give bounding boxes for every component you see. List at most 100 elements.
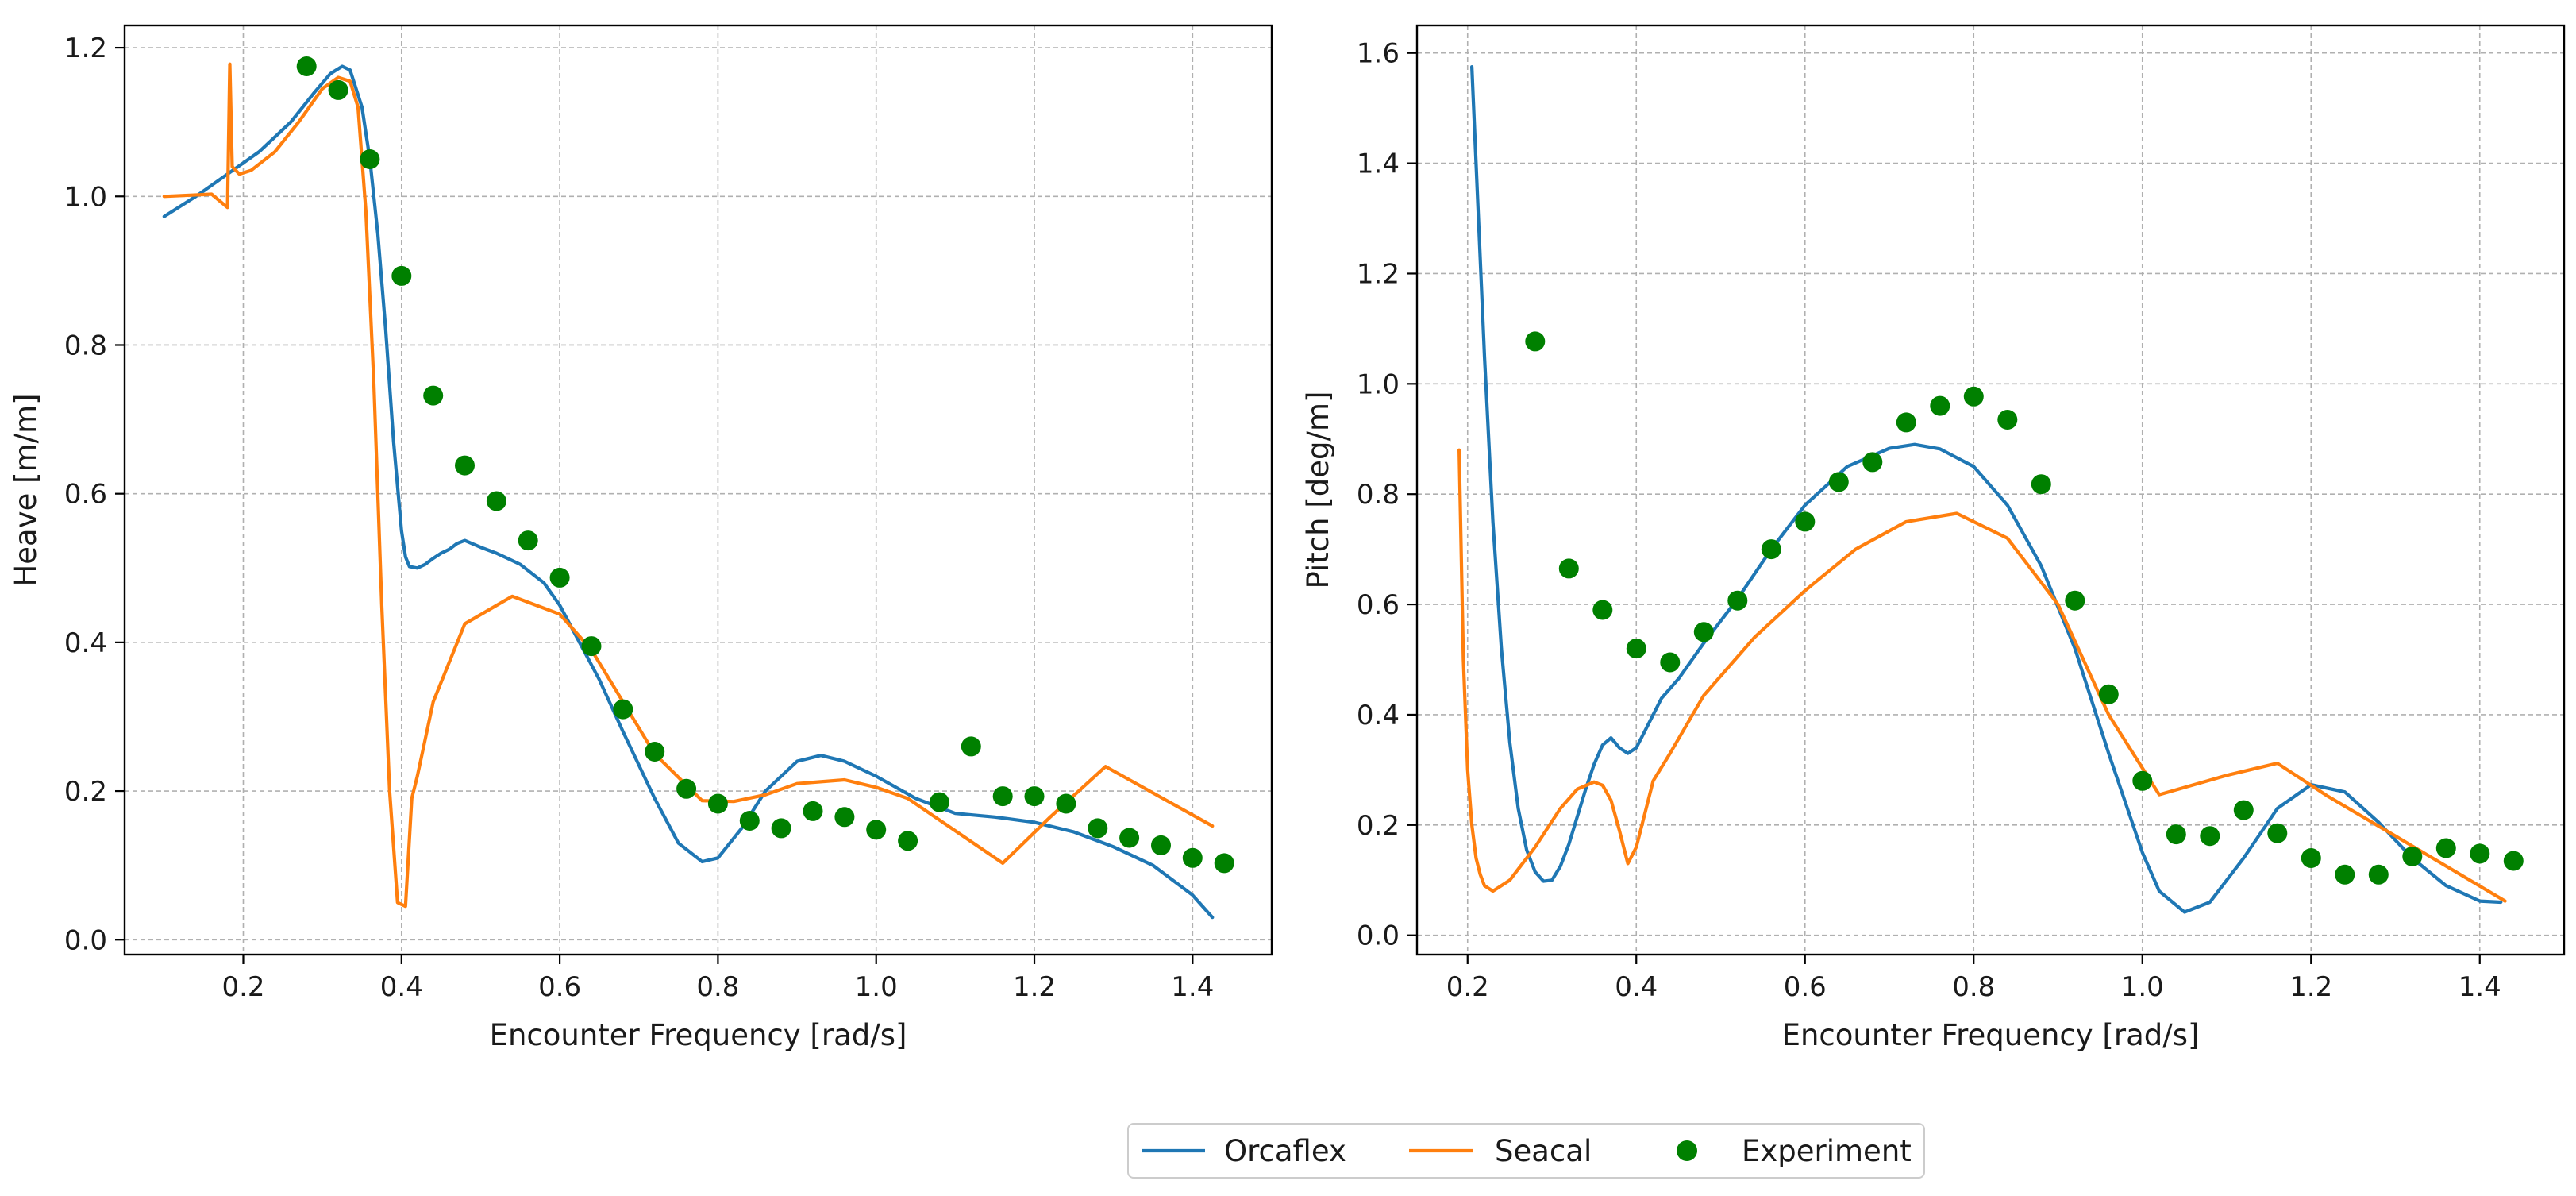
- pitch-experiment-point: [2402, 846, 2423, 866]
- pitch-experiment-point: [1592, 600, 1613, 620]
- heave-experiment-point: [328, 79, 348, 100]
- heave-experiment-point: [1088, 818, 1108, 839]
- heave-experiment-point: [423, 385, 444, 406]
- heave-y-tick-label: 1.0: [64, 181, 107, 213]
- pitch-plot: 0.2 0.4 0.6 0.8 1.0 1.2 1.4 0.0 0.2 0.4 0.6 0.8 1.0 1…: [1301, 24, 2566, 1052]
- heave-experiment-point: [1056, 793, 1076, 814]
- pitch-experiment-point: [1828, 472, 1849, 492]
- heave-experiment-point: [676, 778, 697, 799]
- heave-experiment-point: [486, 491, 506, 511]
- heave-experiment-point: [771, 818, 791, 839]
- heave-orcaflex-line: [162, 64, 1215, 920]
- heave-experiment-point: [549, 567, 570, 588]
- pitch-experiment-point: [2503, 851, 2524, 871]
- pitch-experiment-point: [2435, 838, 2456, 858]
- heave-experiment-point: [455, 455, 475, 476]
- pitch-experiment-point: [1761, 539, 1781, 560]
- pitch-experiment-point: [1896, 412, 1916, 433]
- heave-y-tick-label: 0.6: [64, 479, 107, 511]
- pitch-orcaflex-line: [1470, 65, 2503, 914]
- pitch-experiment-point: [2267, 823, 2288, 843]
- pitch-experiment-point: [1626, 639, 1646, 659]
- heave-experiment-point: [739, 811, 760, 831]
- pitch-experiment-point: [2065, 590, 2085, 611]
- pitch-y-tick-label: 0.4: [1357, 700, 1400, 731]
- heave-experiment-point: [992, 786, 1013, 807]
- pitch-experiment-point: [1693, 622, 1714, 642]
- legend-box: [1127, 1123, 1925, 1179]
- heave-experiment-point: [518, 530, 538, 551]
- pitch-experiment-point: [2132, 770, 2153, 791]
- heave-experiment-point: [803, 801, 823, 821]
- pitch-y-tick-label: 1.4: [1357, 149, 1400, 180]
- heave-series: [162, 56, 1234, 920]
- pitch-experiment-point: [2470, 843, 2490, 864]
- pitch-experiment-point: [2200, 826, 2220, 847]
- pitch-x-tick-label: 0.4: [1615, 971, 1658, 1003]
- heave-y-tick-label: 0.4: [64, 627, 107, 659]
- heave-experiment-point: [613, 699, 633, 720]
- heave-experiment-point: [391, 265, 412, 286]
- heave-plot: 0.2 0.4 0.6 0.8 1.0 1.2 1.4 0.0 0.2 0.4 0.6 0.8 1.0 1…: [9, 24, 1273, 1052]
- pitch-x-tick-label: 1.4: [2459, 971, 2501, 1003]
- legend-experiment-label: Experiment: [1742, 1134, 1912, 1168]
- pitch-experiment-point: [1795, 511, 1816, 532]
- legend-seacal-label: Seacal: [1495, 1134, 1592, 1168]
- heave-x-tick-label: 1.4: [1171, 971, 1214, 1003]
- pitch-x-tick-label: 0.2: [1446, 971, 1489, 1003]
- pitch-y-tick-label: 0.0: [1357, 920, 1400, 952]
- pitch-experiment-point: [1558, 558, 1579, 579]
- heave-experiment-point: [1151, 835, 1171, 855]
- heave-experiment-point: [360, 149, 380, 169]
- heave-y-tick-label: 0.2: [64, 776, 107, 808]
- heave-experiment-point: [898, 831, 918, 851]
- heave-experiment-point: [1182, 847, 1203, 868]
- heave-plot-frame: [123, 24, 1273, 956]
- heave-x-axis-label: Encounter Frequency [rad/s]: [490, 1018, 907, 1052]
- pitch-experiment-point: [2233, 800, 2254, 820]
- pitch-experiment-point: [1727, 590, 1748, 611]
- pitch-y-tick-label: 1.2: [1357, 258, 1400, 290]
- heave-x-tick-label: 0.8: [696, 971, 739, 1003]
- pitch-experiment-point: [1963, 386, 1984, 407]
- pitch-experiment-point: [2301, 848, 2321, 868]
- pitch-experiment-point: [2031, 474, 2051, 495]
- pitch-experiment-point: [2335, 864, 2355, 885]
- heave-experiment-point: [707, 793, 728, 814]
- heave-y-tick-label: 0.0: [64, 924, 107, 956]
- heave-grid: [125, 25, 1272, 955]
- pitch-x-tick-label: 1.2: [2289, 971, 2332, 1003]
- heave-experiment-point: [645, 742, 665, 762]
- pitch-y-tick-label: 0.6: [1357, 589, 1400, 621]
- pitch-grid: [1417, 25, 2564, 955]
- heave-experiment-point: [866, 820, 887, 840]
- legend: Orcaflex Seacal Experiment: [1127, 1123, 1925, 1179]
- pitch-plot-frame: [1415, 24, 2566, 956]
- heave-experiment-point: [1119, 828, 1140, 848]
- heave-experiment-point: [1024, 786, 1045, 807]
- heave-experiment-point: [296, 56, 317, 76]
- heave-ticks: 0.2 0.4 0.6 0.8 1.0 1.2 1.4 0.0 0.2 0.4 0.6 0.8 1.0 1…: [64, 33, 1214, 1003]
- heave-y-tick-label: 0.8: [64, 330, 107, 361]
- pitch-x-tick-label: 1.0: [2121, 971, 2164, 1003]
- heave-experiment-point: [961, 736, 981, 757]
- heave-y-axis-label: Heave [m/m]: [9, 393, 43, 586]
- pitch-seacal-line: [1457, 448, 2507, 903]
- heave-x-tick-label: 0.2: [221, 971, 264, 1003]
- heave-y-tick-label: 1.2: [64, 33, 107, 64]
- heave-x-tick-label: 1.2: [1013, 971, 1056, 1003]
- pitch-experiment-point: [1660, 652, 1681, 673]
- pitch-experiment-point: [1862, 452, 1883, 473]
- heave-seacal-line: [162, 62, 1215, 909]
- pitch-series: [1457, 65, 2524, 914]
- heave-experiment-point: [1214, 853, 1234, 874]
- pitch-y-tick-label: 1.6: [1357, 38, 1400, 70]
- pitch-experiment-point: [1525, 331, 1546, 352]
- pitch-x-tick-label: 0.8: [1952, 971, 1995, 1003]
- pitch-experiment-point: [1930, 395, 1950, 416]
- legend-experiment-swatch: [1677, 1140, 1697, 1161]
- heave-experiment-point: [834, 807, 855, 828]
- pitch-experiment-point: [1997, 410, 2018, 430]
